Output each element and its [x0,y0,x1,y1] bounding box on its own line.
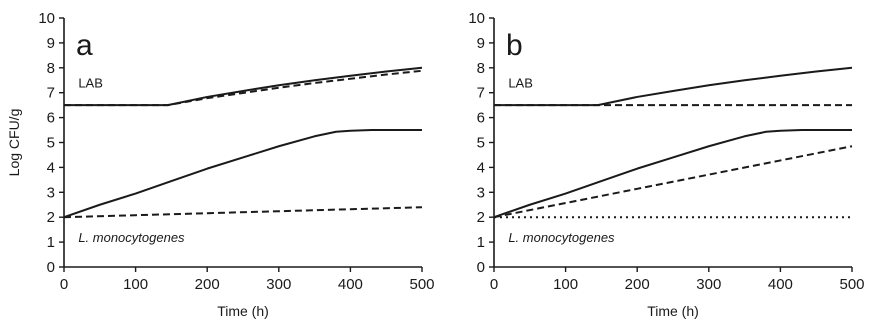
y-tick-label: 3 [47,184,55,201]
y-tick-label: 4 [47,159,55,176]
x-tick-label: 0 [60,276,68,293]
annotation-l-monocytogenes: L. monocytogenes [508,230,615,245]
y-tick-label: 5 [47,135,55,152]
x-tick-label: 300 [266,276,291,293]
x-axis-title: Time (h) [217,303,269,319]
panel-label: b [506,29,523,62]
x-tick-label: 500 [409,276,434,293]
series-line-dashed [63,206,423,219]
x-tick-label: 0 [490,276,498,293]
x-tick-label: 200 [195,276,220,293]
y-tick-label: 2 [47,209,55,226]
series-line-solid [64,66,423,107]
y-tick-label: 7 [47,85,55,102]
x-tick-label: 500 [839,276,864,293]
y-tick-label: 10 [38,10,55,27]
y-tick-label: 7 [477,85,485,102]
y-tick-label: 8 [477,60,485,77]
y-tick-label: 9 [47,35,55,52]
x-tick-label: 200 [625,276,650,293]
y-tick-label: 1 [47,234,55,251]
x-axis-title: Time (h) [647,303,699,319]
y-axis-title: Log CFU/g [6,109,22,177]
y-tick-label: 4 [477,159,485,176]
y-tick-label: 9 [477,35,485,52]
y-tick-label: 2 [477,209,485,226]
series-line-solid [63,129,422,219]
y-tick-label: 8 [47,60,55,77]
x-tick-label: 400 [338,276,363,293]
x-tick-label: 100 [123,276,148,293]
series-line-solid [494,66,853,107]
y-tick-label: 5 [477,135,485,152]
y-tick-label: 10 [468,10,485,27]
series-line-solid [493,129,852,219]
x-tick-label: 100 [553,276,578,293]
annotation-lab: LAB [78,76,103,91]
y-tick-label: 0 [477,259,485,276]
y-tick-label: 6 [47,110,55,127]
series-line-dashed [64,69,423,107]
annotation-lab: LAB [508,76,533,91]
series-line-dashed [493,145,853,219]
y-tick-label: 0 [47,259,55,276]
panel-label: a [76,29,93,62]
y-tick-label: 3 [477,184,485,201]
y-tick-label: 1 [477,234,485,251]
annotation-l-monocytogenes: L. monocytogenes [78,230,185,245]
x-tick-label: 300 [696,276,721,293]
x-tick-label: 400 [768,276,793,293]
y-tick-label: 6 [477,110,485,127]
